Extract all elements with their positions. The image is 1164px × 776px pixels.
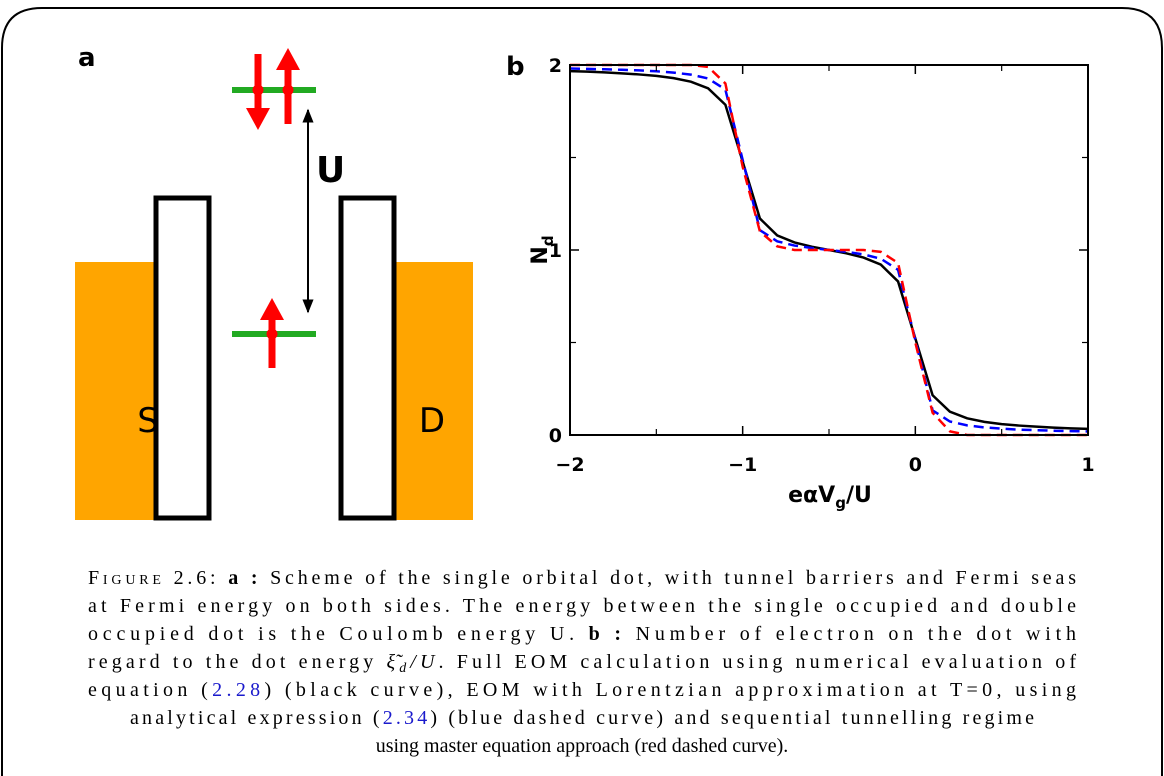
y-tick-label: 0 xyxy=(549,425,562,447)
source-label: S xyxy=(137,401,159,441)
y-axis-label-part: d xyxy=(539,235,557,246)
caption-text: at Fermi energy on both sides. The energ… xyxy=(88,595,1076,617)
caption-line: using master equation approach (red dash… xyxy=(376,735,789,757)
caption-line: equation (2.28) (black curve), EOM with … xyxy=(88,679,1076,701)
caption: Figure 2.6: a : Scheme of the single orb… xyxy=(88,567,1076,757)
x-axis-label: eαVg/U xyxy=(788,483,872,512)
panel-label: a xyxy=(78,43,96,73)
caption-text: analytical expression ( xyxy=(130,707,380,729)
math: d xyxy=(399,661,407,676)
y-tick-label: 1 xyxy=(549,240,562,262)
y-tick-label: 2 xyxy=(549,55,562,77)
panel-label: b xyxy=(506,52,525,82)
x-axis-label-part: g xyxy=(835,494,846,512)
drain-label: D xyxy=(419,401,445,441)
equation-link[interactable]: 2.28 xyxy=(212,679,260,701)
x-tick-label: 1 xyxy=(1081,454,1094,476)
y-axis-label-part: N xyxy=(528,246,553,264)
caption-text: equation ( xyxy=(88,679,208,701)
barrier xyxy=(338,195,397,521)
y-axis-label: Nd xyxy=(528,235,557,264)
x-axis-label-part: eαV xyxy=(788,483,835,508)
caption-text: regard to the dot energy xyxy=(88,651,382,673)
curve xyxy=(570,63,1088,437)
caption-text: . Full EOM calculation using numerical e… xyxy=(439,651,1077,673)
x-tick-label: 0 xyxy=(909,454,922,476)
panel-a: a S D U xyxy=(75,43,473,521)
frame xyxy=(1,7,1163,776)
x-tick-label: −1 xyxy=(728,454,757,476)
panel-b: b eαVg/U Nd −2 −1 0 1 0 1 2 xyxy=(506,52,1095,512)
x-tick-label: −2 xyxy=(555,454,584,476)
caption-text: b : xyxy=(589,623,621,645)
figure-label: Figure 2.6: xyxy=(88,567,224,589)
caption-text: ) (black curve), EOM with Lorentzian app… xyxy=(265,679,1076,701)
equation-link[interactable]: 2.34 xyxy=(383,707,427,729)
caption-text: using master equation approach (red dash… xyxy=(376,735,789,757)
math: /U xyxy=(409,651,436,673)
caption-text: Scheme of the single orbital dot, with t… xyxy=(261,567,1076,589)
barrier xyxy=(153,195,212,521)
caption-text: ) (blue dashed curve) and sequential tun… xyxy=(430,707,1034,729)
caption-text: Number of electron on the dot with xyxy=(626,623,1076,645)
caption-text: a : xyxy=(228,567,257,589)
caption-line: analytical expression (2.34) (blue dashe… xyxy=(130,707,1034,729)
caption-line: at Fermi energy on both sides. The energ… xyxy=(88,595,1076,617)
caption-line: regard to the dot energy ξ̃ d/U. Full EOM… xyxy=(88,651,1076,676)
caption-text: occupied dot is the Coulomb energy U. xyxy=(88,623,584,645)
u-label: U xyxy=(316,150,345,191)
spins xyxy=(246,48,300,368)
caption-line: Figure 2.6: a : Scheme of the single orb… xyxy=(88,567,1076,589)
caption-line: occupied dot is the Coulomb energy U. b … xyxy=(88,623,1076,645)
x-axis-label-part: /U xyxy=(846,483,872,508)
